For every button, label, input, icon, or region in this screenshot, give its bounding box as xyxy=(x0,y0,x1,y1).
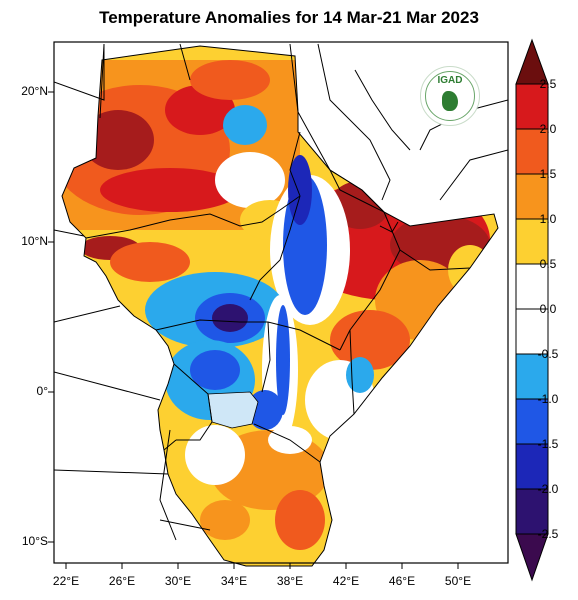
colorbar-label-neg-2-5: -2.5 xyxy=(537,527,559,541)
lake-victoria xyxy=(207,391,259,429)
colorbar-label-neg-0-5: -0.5 xyxy=(537,347,559,361)
lon-label-50e: 50°E xyxy=(444,574,472,588)
colorbar-bin-neg-0-5 xyxy=(515,308,549,355)
region-borders xyxy=(61,45,499,567)
lon-label-26e: 26°E xyxy=(108,574,136,588)
colorbar-bin-0-0 xyxy=(515,263,549,310)
colorbar-bin-2-0 xyxy=(515,83,549,130)
colorbar xyxy=(515,38,549,582)
colorbar-label-0-5: 0.5 xyxy=(539,257,557,271)
logo-text: IGAD xyxy=(437,75,463,86)
igad-logo: IGAD xyxy=(420,66,480,126)
colorbar-bin-neg-2-5 xyxy=(515,488,549,535)
map-frame xyxy=(53,41,509,564)
lon-label-30e: 30°E xyxy=(164,574,192,588)
lat-label-10n: 10°N xyxy=(21,234,48,248)
lon-label-22e: 22°E xyxy=(52,574,80,588)
colorbar-label-0-0: 0.0 xyxy=(539,302,557,316)
colorbar-label-2-5: 2.5 xyxy=(539,77,557,91)
colorbar-label-neg-1-5: -1.5 xyxy=(537,437,559,451)
colorbar-label-2-0: 2.0 xyxy=(539,122,557,136)
lat-label-0: 0° xyxy=(36,384,48,398)
colorbar-label-neg-1-0: -1.0 xyxy=(537,392,559,406)
logo-ring xyxy=(425,71,475,121)
colorbar-bin-1-5 xyxy=(515,128,549,175)
axis-ticks xyxy=(48,91,459,569)
africa-icon xyxy=(442,91,458,111)
lon-label-42e: 42°E xyxy=(332,574,360,588)
colorbar-label-1-5: 1.5 xyxy=(539,167,557,181)
colorbar-label-neg-2-0: -2.0 xyxy=(537,482,559,496)
colorbar-bin-neg-1-0 xyxy=(515,353,549,400)
lon-label-34e: 34°E xyxy=(220,574,248,588)
lon-label-46e: 46°E xyxy=(388,574,416,588)
lat-label-10s: 10°S xyxy=(21,534,48,548)
lon-label-38e: 38°E xyxy=(276,574,304,588)
lat-label-20n: 20°N xyxy=(21,84,48,98)
colorbar-bottom-triangle xyxy=(515,533,549,582)
colorbar-label-1-0: 1.0 xyxy=(539,212,557,226)
map-title: Temperature Anomalies for 14 Mar-21 Mar … xyxy=(99,8,479,27)
colorbar-bin-neg-1-5 xyxy=(515,398,549,445)
